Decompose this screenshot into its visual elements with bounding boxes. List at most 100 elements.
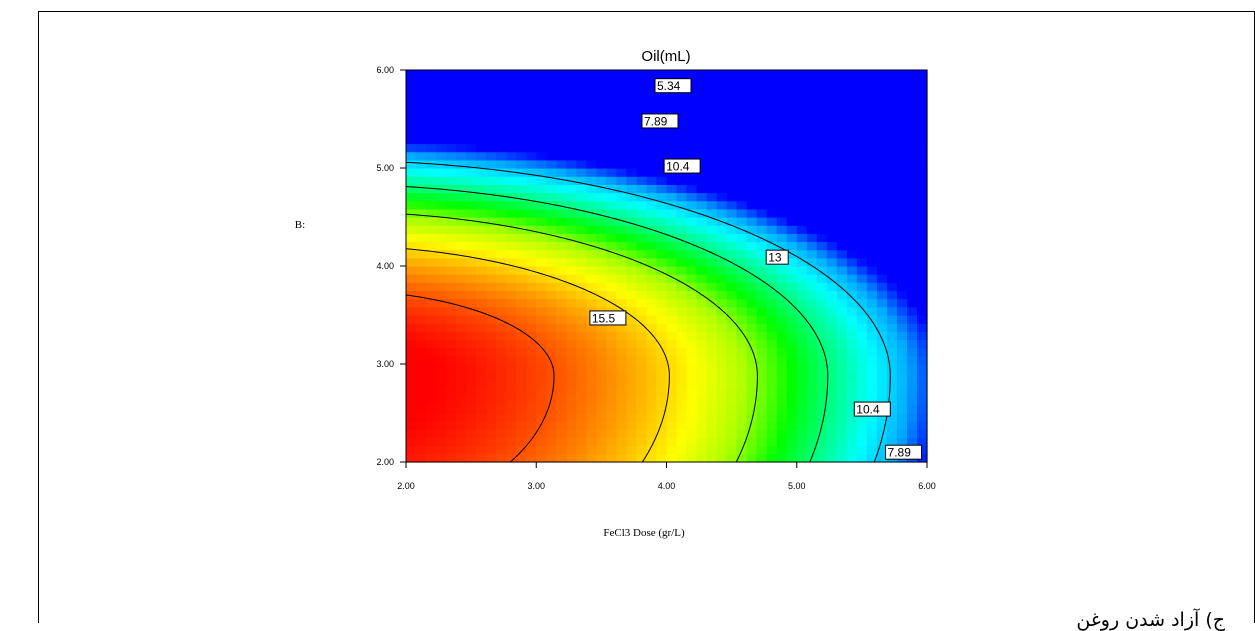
heatmap-cell [486, 200, 497, 210]
heatmap-cell [516, 233, 527, 243]
heatmap-cell [906, 135, 918, 145]
heatmap-cell [456, 266, 467, 275]
heatmap-cell [776, 86, 788, 96]
heatmap-cell [626, 110, 638, 120]
heatmap-cell [526, 437, 537, 447]
heatmap-cell [506, 184, 517, 194]
heatmap-cell [636, 143, 648, 153]
heatmap-cell [796, 429, 808, 439]
heatmap-cell [876, 437, 888, 447]
heatmap-cell [456, 437, 467, 447]
heatmap-cell [786, 315, 798, 324]
heatmap-cell [686, 364, 698, 373]
heatmap-cell [466, 168, 477, 177]
heatmap-cell [776, 323, 788, 332]
heatmap-cell [546, 168, 557, 177]
heatmap-cell [796, 380, 808, 390]
heatmap-cell [556, 143, 567, 153]
heatmap-cell [886, 429, 898, 439]
heatmap-cell [656, 315, 668, 324]
heatmap-cell [906, 78, 918, 87]
heatmap-cell [916, 274, 928, 283]
svg-text:5.34: 5.34 [657, 79, 681, 93]
heatmap-cell [556, 315, 567, 324]
heatmap-cell [636, 168, 648, 177]
heatmap-cell [646, 184, 658, 194]
heatmap-cell [856, 355, 868, 365]
heatmap-cell [506, 388, 517, 398]
heatmap-cell [546, 249, 557, 259]
heatmap-cell [756, 437, 768, 447]
heatmap-cell [406, 364, 417, 373]
heatmap-cell [876, 249, 888, 259]
heatmap-cell [756, 315, 768, 324]
heatmap-cell [866, 110, 878, 120]
heatmap-cell [506, 102, 517, 112]
heatmap-cell [886, 355, 898, 365]
heatmap-cell [756, 119, 768, 128]
heatmap-cell [516, 421, 527, 430]
heatmap-cell [416, 372, 427, 381]
heatmap-cell [526, 200, 537, 210]
heatmap-cell [506, 282, 517, 292]
heatmap-cell [706, 421, 718, 430]
heatmap-cell [756, 347, 768, 357]
heatmap-cell [606, 364, 618, 373]
heatmap-cell [806, 70, 818, 79]
heatmap-cell [576, 388, 587, 398]
heatmap-cell [566, 176, 577, 185]
heatmap-cell [756, 241, 768, 251]
heatmap-cell [506, 290, 517, 300]
heatmap-cell [906, 200, 918, 210]
heatmap-cell [896, 110, 908, 120]
heatmap-cell [646, 274, 658, 283]
heatmap-cell [536, 429, 547, 439]
heatmap-cell [406, 102, 417, 112]
heatmap-cell [636, 421, 648, 430]
heatmap-cell [726, 421, 738, 430]
heatmap-cell [466, 306, 477, 316]
heatmap-cell [696, 429, 708, 439]
heatmap-cell [886, 282, 898, 292]
heatmap-cell [676, 437, 688, 447]
heatmap-cell [826, 257, 838, 267]
heatmap-cell [736, 364, 748, 373]
y-axis-ticks: 2.003.004.005.006.00 [376, 65, 406, 467]
heatmap-cell [846, 323, 858, 332]
heatmap-cell [666, 94, 678, 104]
heatmap-cell [846, 355, 858, 365]
heatmap-cell [456, 102, 467, 112]
heatmap-cell [566, 257, 577, 267]
heatmap-cell [536, 445, 547, 455]
heatmap-cell [796, 404, 808, 414]
heatmap-cell [406, 266, 417, 275]
heatmap-cell [856, 298, 868, 308]
heatmap-cell [776, 200, 788, 210]
heatmap-cell [476, 331, 487, 341]
heatmap-cell [566, 184, 577, 194]
heatmap-cell [596, 445, 607, 455]
heatmap-cell [476, 274, 487, 283]
heatmap-cell [876, 298, 888, 308]
heatmap-cell [606, 102, 618, 112]
heatmap-cell [466, 151, 477, 161]
heatmap-cell [896, 200, 908, 210]
heatmap-cell [816, 192, 828, 202]
heatmap-cell [426, 135, 437, 145]
heatmap-cell [456, 184, 467, 194]
heatmap-cell [476, 388, 487, 398]
heatmap-cell [806, 421, 818, 430]
x-tick-label: 2.00 [397, 481, 415, 491]
heatmap-cell [456, 192, 467, 202]
heatmap-cell [886, 388, 898, 398]
heatmap-cell [596, 184, 607, 194]
heatmap-cell [806, 119, 818, 128]
heatmap-cell [466, 437, 477, 447]
heatmap-cell [786, 208, 798, 218]
heatmap-cell [586, 249, 597, 259]
heatmap-cell [476, 257, 487, 267]
heatmap-cell [456, 176, 467, 185]
heatmap-cell [836, 323, 848, 332]
heatmap-cell [846, 233, 858, 243]
heatmap-cell [426, 388, 437, 398]
